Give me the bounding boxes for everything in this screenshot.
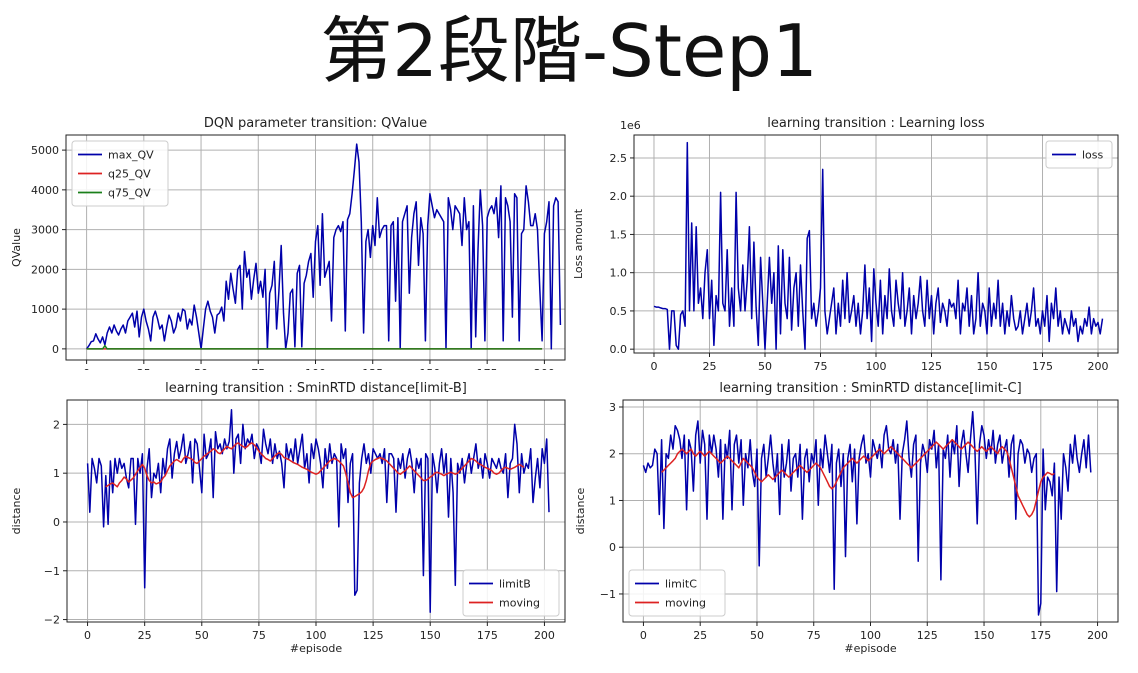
y-tick-label: 1: [609, 494, 616, 507]
y-tick-label: 2: [53, 418, 60, 431]
y-multiplier-label: 1e6: [620, 119, 641, 132]
x-tick-label: 50: [750, 629, 764, 642]
legend: max_QV q25_QV q75_QV: [71, 140, 169, 207]
x-tick-label: 200: [1088, 360, 1109, 370]
y-tick-label: 0: [53, 516, 60, 529]
series-line-loss: [653, 141, 1104, 350]
y-axis-label: distance: [574, 487, 587, 534]
series-line-limitC: [642, 410, 1092, 616]
x-tick-label: 125: [921, 360, 942, 370]
y-tick-label: 3: [609, 401, 616, 414]
y-tick-label: 1000: [31, 303, 59, 316]
y-tick-label: 2.0: [610, 190, 628, 203]
x-tick-label: 200: [534, 367, 555, 370]
chart-title: DQN parameter transition: QValue: [204, 116, 427, 131]
x-tick-label: 175: [477, 629, 498, 642]
x-tick-label: 125: [917, 629, 938, 642]
limit-c-distance-chart: 0 25 50 75 100 125 150 175 200 −1 0 1 2 3 learning tra…: [574, 381, 1119, 654]
series-line-max_QV: [85, 143, 562, 350]
legend-box: [628, 569, 726, 617]
series-line-moving: [105, 442, 525, 499]
x-tick-label: 125: [362, 367, 383, 370]
y-tick-label: 0: [609, 541, 616, 554]
x-tick-label: 175: [1032, 360, 1053, 370]
legend-label-limitC: limitC: [665, 578, 697, 591]
legend-label-q25_QV: q25_QV: [108, 168, 151, 181]
legend-label-moving: moving: [499, 597, 540, 610]
legend: loss: [1045, 140, 1113, 169]
legend-label-loss: loss: [1082, 149, 1104, 162]
y-tick-label: −1: [44, 565, 60, 578]
x-tick-label: 100: [866, 360, 887, 370]
series-line-moving: [661, 438, 1055, 518]
legend-box: [71, 140, 169, 207]
y-tick-label: 2000: [31, 263, 59, 276]
x-tick-label: 50: [195, 629, 209, 642]
x-tick-label: 150: [420, 629, 441, 642]
legend-label-max_QV: max_QV: [108, 149, 154, 162]
y-tick-label: 0: [52, 343, 59, 356]
legend: limitB moving: [462, 569, 560, 617]
y-tick-label: 4000: [31, 184, 59, 197]
y-tick-label: 3000: [31, 224, 59, 237]
y-tick-label: −1: [600, 588, 616, 601]
slide-title: 第2段階-Step1: [320, 9, 818, 93]
x-tick-label: 75: [807, 629, 821, 642]
grid: [634, 135, 1118, 353]
x-tick-label: 150: [419, 367, 440, 370]
x-tick-label: 100: [305, 367, 326, 370]
series-line-q75_QV: [86, 344, 543, 350]
chart-title: learning transition : SminRTD distance[l…: [719, 381, 1021, 396]
series-line-limitB: [86, 409, 550, 613]
x-tick-label: 175: [477, 367, 498, 370]
y-tick-label: −2: [44, 614, 60, 627]
x-tick-label: 25: [138, 629, 152, 642]
x-tick-label: 50: [194, 367, 208, 370]
x-tick-label: 0: [640, 629, 647, 642]
x-tick-label: 25: [702, 360, 716, 370]
x-tick-label: 200: [534, 629, 555, 642]
y-axis-label: QValue: [10, 228, 23, 267]
legend: limitC moving: [628, 569, 726, 617]
y-tick-label: 1.5: [610, 228, 628, 241]
legend-label-moving: moving: [665, 597, 706, 610]
y-axis-label: Loss amount: [572, 208, 585, 279]
x-tick-label: 100: [860, 629, 881, 642]
x-tick-label: 25: [693, 629, 707, 642]
x-axis-label: #episode: [290, 642, 342, 654]
x-tick-label: 0: [650, 360, 657, 370]
y-tick-label: 0.5: [610, 305, 628, 318]
y-tick-label: 0.0: [610, 343, 628, 356]
x-tick-label: 175: [1030, 629, 1051, 642]
x-tick-label: 75: [813, 360, 827, 370]
loss-chart: 0 25 50 75 100 125 150 175 200 0.0 0.5 1.0 1.5 2.0 2.5…: [572, 116, 1119, 370]
y-tick-label: 1: [53, 467, 60, 480]
x-tick-label: 200: [1087, 629, 1108, 642]
y-axis-label: distance: [10, 487, 23, 534]
legend-box: [1045, 140, 1113, 169]
x-tick-label: 75: [252, 629, 266, 642]
legend-box: [462, 569, 560, 617]
chart-title: learning transition : Learning loss: [767, 116, 985, 131]
legend-label-limitB: limitB: [499, 578, 531, 591]
x-tick-label: 25: [137, 367, 151, 370]
y-tick-label: 1.0: [610, 267, 628, 280]
x-tick-label: 0: [83, 367, 90, 370]
x-tick-label: 75: [251, 367, 265, 370]
x-tick-label: 125: [363, 629, 384, 642]
x-tick-label: 0: [84, 629, 91, 642]
chart-title: learning transition : SminRTD distance[l…: [165, 381, 467, 396]
limit-b-distance-chart: 0 25 50 75 100 125 150 175 200 −2 −1 0 1 2 learning tr…: [10, 381, 566, 654]
x-axis-label: #episode: [844, 642, 896, 654]
qvalue-chart: 0255075100125150175200010002000300040005…: [10, 116, 566, 370]
legend-label-q75_QV: q75_QV: [108, 187, 151, 200]
y-tick-label: 5000: [31, 144, 59, 157]
x-tick-label: 150: [974, 629, 995, 642]
y-tick-label: 2.5: [610, 152, 628, 165]
x-tick-label: 100: [306, 629, 327, 642]
y-tick-label: 2: [609, 448, 616, 461]
x-tick-label: 50: [758, 360, 772, 370]
x-tick-label: 150: [977, 360, 998, 370]
